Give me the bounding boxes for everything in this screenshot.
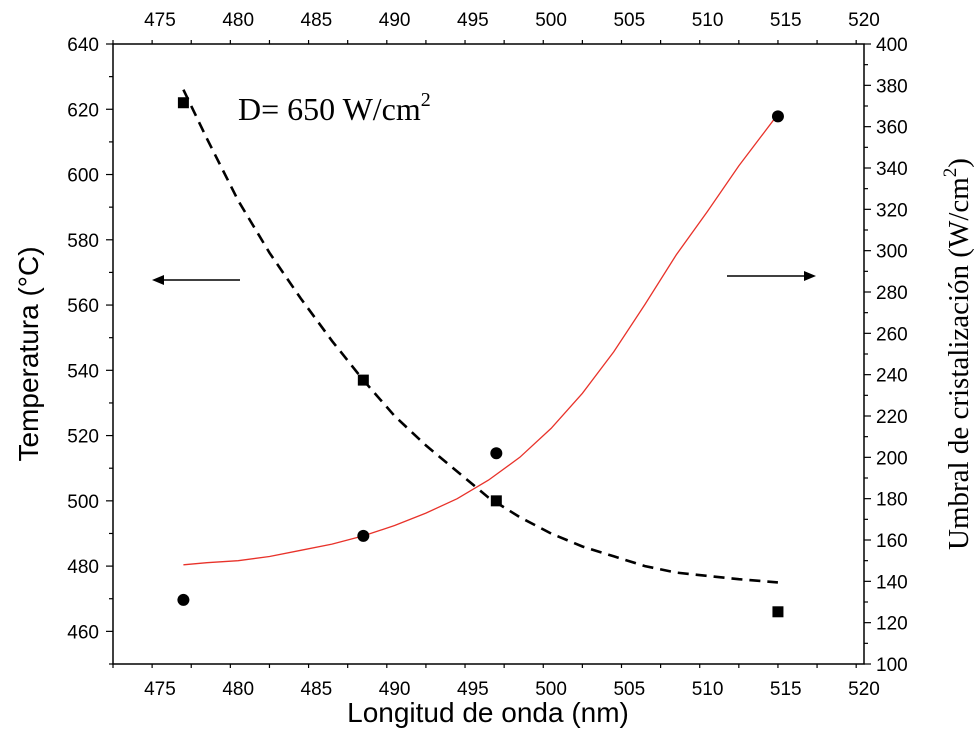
y-tick-label-left: 620 — [67, 100, 99, 121]
left-y-axis-title: Temperatura (°C) — [13, 246, 44, 461]
temperature-data-point — [490, 495, 502, 507]
x-tick-label-bottom: 495 — [457, 679, 489, 700]
x-tick-label-bottom: 520 — [848, 679, 880, 700]
threshold-data-point — [357, 529, 370, 542]
y-tick-label-right: 380 — [876, 76, 908, 97]
x-tick-label-bottom: 475 — [144, 679, 176, 700]
y-tick-label-left: 580 — [67, 231, 99, 252]
y-tick-label-right: 280 — [876, 283, 908, 304]
x-tick-label-top: 490 — [379, 10, 411, 31]
right-y-axis-title: Umbral de cristalización (W/cm2) — [940, 158, 975, 550]
y-tick-label-right: 300 — [876, 242, 908, 263]
y-tick-label-right: 240 — [876, 366, 908, 387]
right-y-axis-title-main: Umbral de cristalización (W/cm — [943, 177, 975, 550]
temperature-data-point — [772, 606, 784, 618]
plot-frame — [112, 43, 865, 665]
y-tick-label-left: 480 — [67, 557, 99, 578]
x-tick-label-top: 485 — [301, 10, 333, 31]
y-tick-label-right: 220 — [876, 407, 908, 428]
y-tick-label-right: 360 — [876, 118, 908, 139]
y-tick-label-right: 160 — [876, 531, 908, 552]
y-tick-label-left: 600 — [67, 166, 99, 187]
power-density-annotation: D= 650 W/cm2 — [238, 89, 431, 127]
threshold-fit-curve — [183, 113, 779, 566]
right-y-axis-title-close: ) — [943, 158, 975, 168]
y-tick-label-right: 140 — [876, 572, 908, 593]
x-tick-label-top: 495 — [457, 10, 489, 31]
x-tick-label-top: 510 — [692, 10, 724, 31]
right-y-axis-title-superscript: 2 — [940, 168, 961, 178]
x-tick-label-top: 500 — [535, 10, 567, 31]
annotation-superscript: 2 — [421, 89, 431, 111]
x-tick-label-bottom: 480 — [222, 679, 254, 700]
data-markers — [177, 97, 784, 618]
threshold-data-point — [490, 447, 503, 460]
x-tick-label-bottom: 515 — [770, 679, 802, 700]
y-tick-label-right: 100 — [876, 655, 908, 676]
left-axis-arrow — [152, 275, 240, 285]
y-tick-label-right: 320 — [876, 200, 908, 221]
x-tick-label-bottom: 485 — [301, 679, 333, 700]
y-tick-label-left: 640 — [67, 35, 99, 56]
y-tick-label-left: 520 — [67, 427, 99, 448]
x-tick-label-top: 475 — [144, 10, 176, 31]
x-tick-label-bottom: 500 — [535, 679, 567, 700]
x-tick-label-bottom: 490 — [379, 679, 411, 700]
y-tick-label-right: 400 — [876, 35, 908, 56]
temperature-data-point — [177, 97, 189, 109]
y-tick-label-right: 180 — [876, 490, 908, 511]
y-tick-label-right: 120 — [876, 614, 908, 635]
x-tick-label-bottom: 510 — [692, 679, 724, 700]
axis-ticks: 475 475 480 480 485 485 490 490 495 495 500 500 505 5… — [67, 10, 907, 700]
y-tick-label-left: 460 — [67, 622, 99, 643]
y-tick-label-right: 200 — [876, 448, 908, 469]
threshold-data-point — [177, 593, 190, 606]
y-tick-label-right: 340 — [876, 159, 908, 180]
x-axis-title: Longitud de onda (nm) — [347, 697, 629, 728]
fit-curves — [182, 89, 779, 584]
x-tick-label-bottom: 505 — [613, 679, 645, 700]
right-axis-arrow — [727, 271, 816, 281]
x-tick-label-top: 520 — [848, 10, 880, 31]
x-tick-label-top: 515 — [770, 10, 802, 31]
temperature-fit-curve — [182, 89, 779, 584]
temperature-data-point — [357, 374, 369, 386]
y-tick-label-left: 500 — [67, 492, 99, 513]
y-tick-label-left: 540 — [67, 361, 99, 382]
y-tick-label-right: 260 — [876, 324, 908, 345]
x-tick-label-top: 480 — [222, 10, 254, 31]
x-tick-label-top: 505 — [613, 10, 645, 31]
annotation-text: D= 650 W/cm — [238, 91, 421, 127]
y-tick-label-left: 560 — [67, 296, 99, 317]
threshold-data-point — [771, 110, 784, 123]
